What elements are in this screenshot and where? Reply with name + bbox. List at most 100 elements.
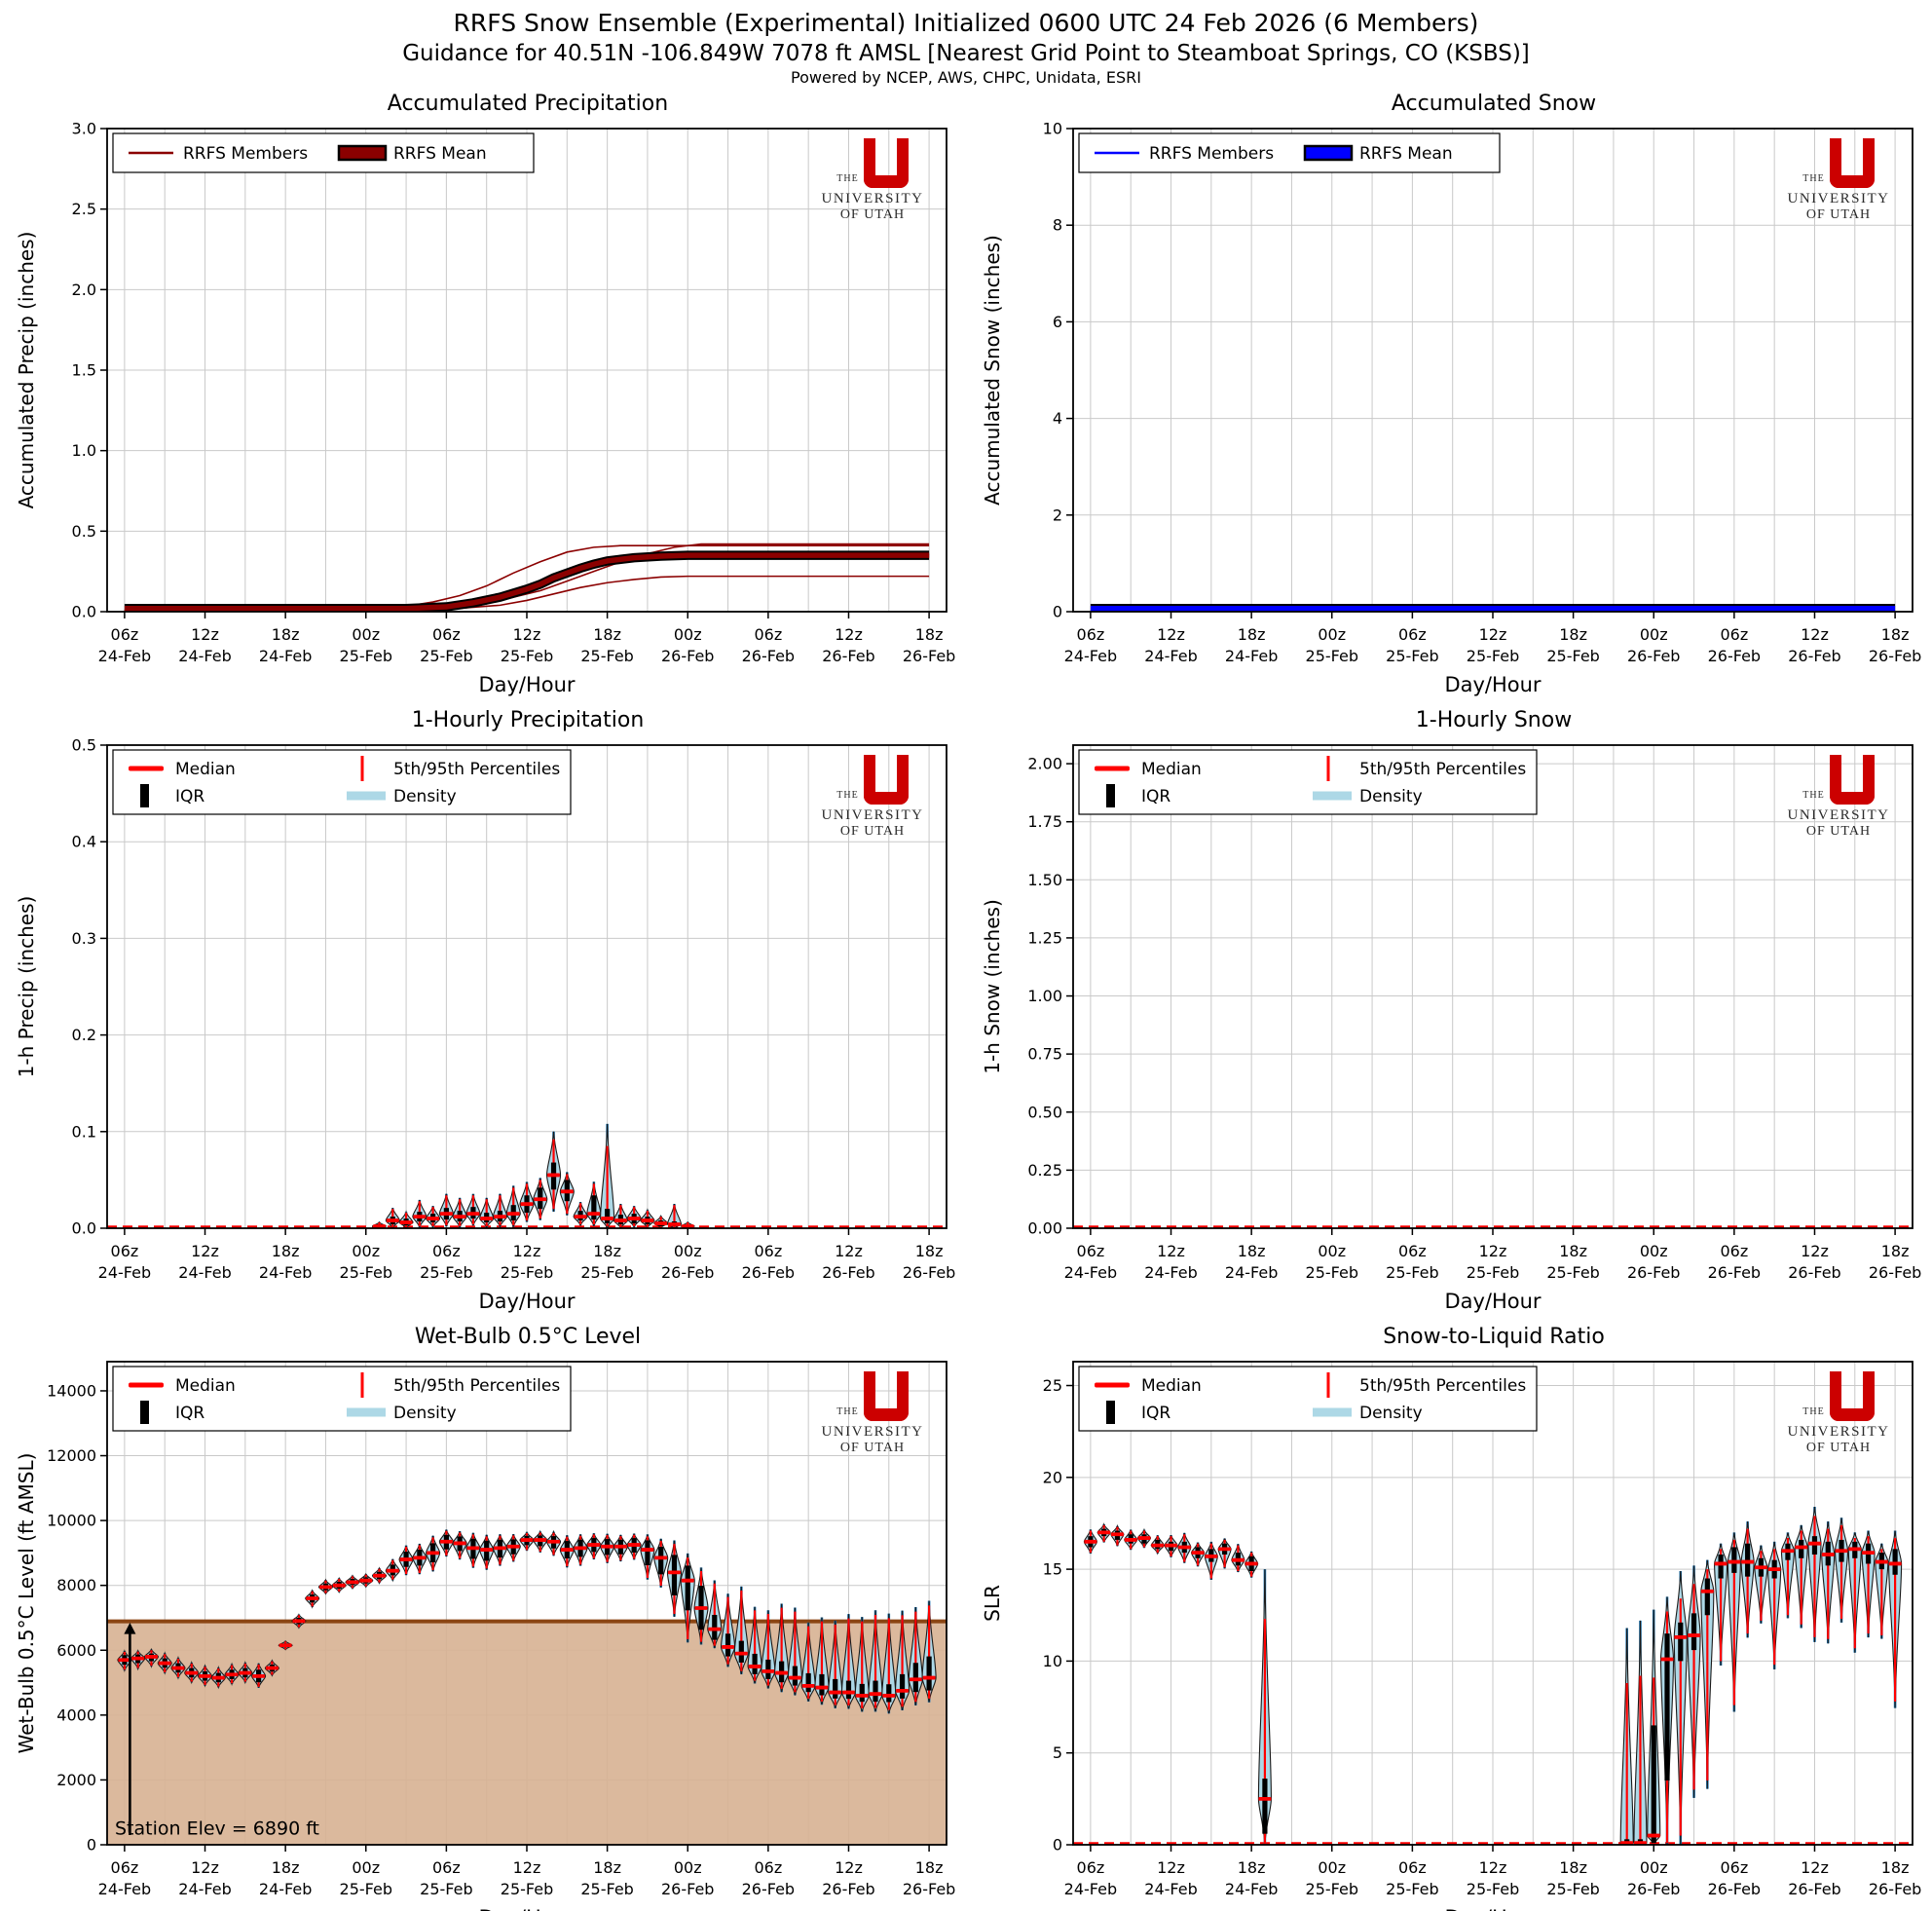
violin — [626, 1206, 642, 1228]
violin — [573, 1534, 588, 1566]
x-tick-hour: 12z — [513, 1858, 541, 1877]
y-tick-label: 1.0 — [72, 441, 96, 460]
x-tick-date: 24-Feb — [98, 1880, 151, 1898]
y-axis-label: 1-h Precip (inches) — [15, 896, 38, 1078]
x-tick-hour: 12z — [1801, 1242, 1829, 1260]
violin — [586, 1181, 602, 1226]
violin — [1150, 1535, 1165, 1555]
x-tick-hour: 18z — [1559, 1858, 1587, 1877]
x-tick-hour: 18z — [1881, 1858, 1910, 1877]
violin — [613, 1203, 628, 1228]
x-axis-label: Day/Hour — [1444, 1906, 1541, 1911]
legend-label: Median — [175, 1376, 236, 1396]
violin — [1619, 1628, 1634, 1845]
legend-label: IQR — [175, 1404, 204, 1423]
x-tick-date: 25-Feb — [1546, 1880, 1599, 1898]
x-tick-date: 26-Feb — [822, 1880, 874, 1898]
panel-accumulated-precipitation: Accumulated Precipitation 0.0 0.5 1.0 1.5 2.… — [10, 88, 956, 704]
violin — [640, 1208, 655, 1228]
violin — [371, 1566, 388, 1585]
violin — [210, 1665, 226, 1690]
x-tick-hour: 00z — [1318, 625, 1346, 644]
violin — [130, 1649, 146, 1671]
x-tick-date: 24-Feb — [178, 1880, 231, 1898]
panel-wet-bulb-level: Wet-Bulb 0.5°C Level Station Elev = 6890… — [10, 1321, 956, 1911]
y-tick-label: 2.00 — [1027, 755, 1062, 773]
violin — [1633, 1620, 1648, 1845]
x-tick-hour: 12z — [1479, 1242, 1507, 1260]
y-tick-label: 0.5 — [72, 522, 96, 541]
y-tick-label: 2.5 — [72, 200, 96, 218]
x-tick-date: 26-Feb — [1869, 1263, 1921, 1282]
x-tick-date: 26-Feb — [822, 647, 874, 665]
grid — [1073, 745, 1913, 1228]
legend-label: Density — [1359, 1404, 1423, 1423]
chart-data — [124, 543, 930, 612]
x-tick-date: 26-Feb — [1869, 647, 1921, 665]
x-tick-date: 26-Feb — [822, 1263, 874, 1282]
x-tick-date: 25-Feb — [1467, 647, 1519, 665]
violin — [626, 1533, 642, 1560]
x-tick-date: 24-Feb — [259, 1263, 312, 1282]
y-axis-label: Wet-Bulb 0.5°C Level (ft AMSL) — [15, 1453, 38, 1754]
violin — [1136, 1527, 1152, 1549]
x-tick-hour: 06z — [1077, 1858, 1105, 1877]
x-tick-date: 24-Feb — [1064, 1880, 1117, 1898]
chart-data — [1090, 604, 1896, 612]
violin — [398, 1545, 414, 1576]
y-tick-label: 1.50 — [1027, 871, 1062, 889]
x-tick-date: 24-Feb — [1225, 647, 1278, 665]
y-tick-label: 0.50 — [1027, 1103, 1062, 1121]
violin — [559, 1535, 575, 1568]
violin — [1673, 1570, 1688, 1845]
hourly-snow-chart: 0.00 0.25 0.50 0.75 1.00 1.25 1.50 1.75 2.00 06z 2… — [981, 744, 1921, 1313]
y-tick-label: 10000 — [47, 1512, 96, 1530]
x-tick-hour: 12z — [835, 1242, 863, 1260]
x-tick-hour: 12z — [1157, 625, 1185, 644]
x-tick-date: 24-Feb — [259, 647, 312, 665]
legend-label: RRFS Members — [183, 144, 308, 164]
y-tick-label: 0.5 — [72, 736, 96, 755]
x-tick-hour: 00z — [1640, 1242, 1668, 1260]
violin — [157, 1651, 172, 1675]
x-tick-hour: 06z — [432, 1858, 461, 1877]
violin — [1257, 1569, 1272, 1845]
x-tick-hour: 06z — [1077, 1242, 1105, 1260]
x-tick-hour: 06z — [432, 625, 461, 644]
violin — [170, 1655, 186, 1680]
violin — [278, 1639, 293, 1651]
x-tick-hour: 12z — [191, 1242, 219, 1260]
y-tick-label: 0 — [87, 1836, 96, 1855]
x-tick-date: 25-Feb — [1306, 1263, 1358, 1282]
x-tick-date: 25-Feb — [580, 1263, 633, 1282]
violin — [1727, 1532, 1741, 1712]
chart-data — [1073, 1506, 1913, 1845]
accumulated-precipitation-chart: 0.0 0.5 1.0 1.5 2.0 2.5 3.0 06z 24-Feb 12z 24-Feb 1… — [15, 120, 955, 697]
violin — [426, 1206, 441, 1228]
violin — [545, 1131, 562, 1213]
y-tick-label: 25 — [1043, 1376, 1062, 1395]
x-tick-hour: 00z — [1318, 1858, 1346, 1877]
y-tick-label: 0.2 — [72, 1026, 96, 1044]
y-tick-label: 2 — [1053, 506, 1062, 524]
x-axis-label: Day/Hour — [478, 1290, 575, 1313]
snow-to-liquid-ratio-chart: 0 5 10 15 20 25 06z 24-Feb 12z 24-Feb 18z 24-Feb 00z… — [981, 1361, 1921, 1911]
chart-title: 1-Hourly Precipitation — [411, 708, 645, 732]
x-tick-date: 25-Feb — [1386, 647, 1438, 665]
x-tick-hour: 18z — [915, 1858, 944, 1877]
violin — [385, 1558, 400, 1583]
x-tick-hour: 06z — [1720, 1858, 1748, 1877]
violin — [412, 1199, 427, 1228]
x-tick-hour: 12z — [513, 1242, 541, 1260]
x-tick-hour: 00z — [1640, 625, 1668, 644]
x-tick-hour: 06z — [754, 1242, 782, 1260]
violin — [774, 1603, 790, 1693]
y-tick-label: 0.75 — [1027, 1045, 1062, 1064]
legend-label: RRFS Members — [1149, 144, 1274, 164]
violin — [1767, 1541, 1782, 1669]
accumulated-snow-chart: 0 2 4 6 8 10 06z 24-Feb 12z 24-Feb 18z 24-Feb 00z 25-… — [981, 120, 1921, 697]
violin — [1245, 1551, 1259, 1578]
violin — [800, 1622, 816, 1702]
y-tick-label: 0.3 — [72, 929, 96, 948]
violin — [117, 1649, 132, 1673]
